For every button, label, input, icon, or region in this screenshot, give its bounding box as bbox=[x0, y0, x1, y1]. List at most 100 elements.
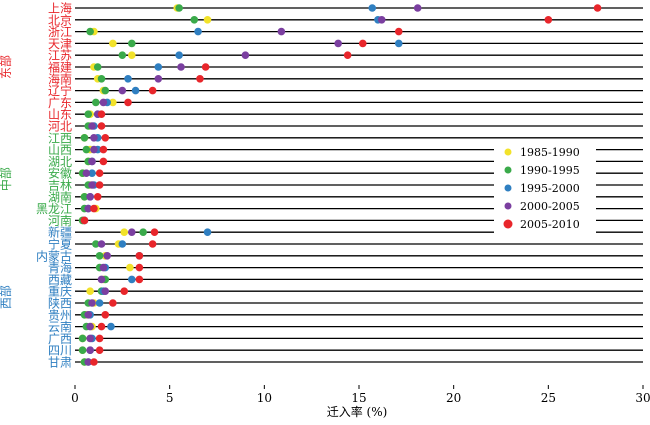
data-point bbox=[80, 216, 89, 225]
data-point bbox=[97, 275, 106, 284]
region-label: 中部 bbox=[0, 167, 13, 191]
data-point bbox=[97, 122, 106, 130]
data-point bbox=[95, 346, 104, 355]
province-label: 湖北 bbox=[48, 154, 72, 169]
province-label: 陕西 bbox=[48, 296, 72, 311]
data-point bbox=[97, 240, 106, 248]
legend-label: 2005-2010 bbox=[520, 218, 580, 231]
legend-label: 1990-1995 bbox=[520, 164, 580, 177]
legend-swatch bbox=[504, 148, 512, 156]
data-point bbox=[84, 110, 93, 118]
province-label: 河南 bbox=[48, 213, 72, 228]
data-point bbox=[82, 169, 91, 177]
data-point bbox=[97, 110, 106, 118]
data-point bbox=[86, 193, 94, 201]
data-point bbox=[86, 322, 94, 331]
data-point bbox=[334, 39, 342, 48]
data-point bbox=[148, 86, 157, 95]
data-point bbox=[86, 346, 94, 355]
data-point bbox=[101, 86, 110, 95]
data-point bbox=[109, 299, 117, 307]
data-point bbox=[84, 204, 93, 213]
data-point bbox=[93, 193, 102, 201]
data-point bbox=[80, 193, 89, 201]
data-point bbox=[120, 228, 129, 236]
data-point bbox=[343, 51, 352, 59]
province-label: 四川 bbox=[48, 344, 72, 358]
data-point bbox=[118, 240, 127, 248]
data-point bbox=[95, 252, 104, 260]
data-point bbox=[93, 63, 102, 71]
data-point bbox=[86, 287, 94, 296]
data-point bbox=[82, 145, 91, 154]
data-point bbox=[135, 252, 144, 260]
data-point bbox=[150, 228, 159, 236]
x-tick-label: 15 bbox=[351, 391, 366, 405]
region-label: 东部 bbox=[0, 55, 13, 79]
data-point bbox=[177, 63, 185, 71]
x-tick-label: 5 bbox=[166, 391, 174, 405]
province-label: 上海 bbox=[48, 1, 72, 16]
data-point bbox=[92, 240, 100, 248]
data-point bbox=[97, 75, 106, 83]
province-label: 江西 bbox=[48, 131, 72, 145]
data-point bbox=[95, 169, 104, 177]
province-label: 海南 bbox=[48, 71, 72, 86]
data-point bbox=[101, 134, 110, 142]
data-point bbox=[131, 86, 140, 95]
data-point bbox=[593, 4, 602, 12]
data-point bbox=[139, 228, 147, 236]
data-point bbox=[90, 204, 98, 213]
data-point bbox=[107, 322, 115, 331]
data-point bbox=[86, 27, 94, 36]
data-point bbox=[413, 4, 422, 12]
province-label: 宁夏 bbox=[48, 237, 72, 252]
data-point bbox=[99, 145, 108, 154]
data-point bbox=[394, 39, 403, 48]
legend-swatch bbox=[504, 184, 512, 192]
data-point bbox=[135, 275, 144, 284]
data-point bbox=[92, 98, 100, 107]
province-label: 辽宁 bbox=[48, 83, 72, 98]
province-label: 山东 bbox=[48, 108, 72, 122]
data-point bbox=[368, 4, 377, 12]
province-label: 江苏 bbox=[48, 49, 72, 63]
province-label: 甘肃 bbox=[48, 356, 72, 370]
legend-label: 1985-1990 bbox=[520, 146, 580, 159]
data-point bbox=[201, 63, 210, 71]
province-label: 吉林 bbox=[48, 179, 72, 193]
data-point bbox=[124, 75, 132, 83]
data-point bbox=[88, 169, 96, 177]
data-point bbox=[95, 181, 104, 189]
data-point bbox=[128, 39, 136, 48]
data-point bbox=[99, 157, 108, 166]
data-point bbox=[88, 181, 96, 189]
x-axis-label: 迁入率 (%) bbox=[327, 404, 388, 419]
data-point bbox=[84, 311, 93, 319]
data-point bbox=[99, 263, 108, 272]
x-tick-label: 30 bbox=[635, 391, 650, 405]
province-label: 云南 bbox=[48, 319, 72, 334]
data-point bbox=[544, 15, 553, 24]
province-label: 北京 bbox=[48, 13, 72, 27]
x-axis: 0 5 10 15 20 25 30 bbox=[71, 385, 650, 405]
data-point bbox=[277, 27, 286, 36]
data-point bbox=[103, 252, 111, 260]
data-point bbox=[120, 287, 129, 296]
province-labels: 上海北京浙江天津江苏福建海南辽宁广东山东河北江西山西湖北安徽吉林湖南黑龙江河南新… bbox=[36, 1, 72, 370]
province-label: 青海 bbox=[48, 260, 72, 275]
data-point bbox=[109, 98, 117, 107]
data-point bbox=[88, 122, 96, 130]
data-point bbox=[175, 4, 183, 12]
data-point bbox=[95, 299, 104, 307]
legend-swatch bbox=[503, 219, 513, 229]
data-point bbox=[128, 228, 136, 236]
data-point bbox=[203, 15, 212, 24]
province-label: 浙江 bbox=[48, 25, 72, 39]
data-point bbox=[78, 334, 87, 343]
data-point bbox=[118, 51, 127, 59]
data-point bbox=[154, 75, 163, 83]
province-label: 河北 bbox=[48, 120, 72, 134]
data-point bbox=[101, 311, 110, 319]
